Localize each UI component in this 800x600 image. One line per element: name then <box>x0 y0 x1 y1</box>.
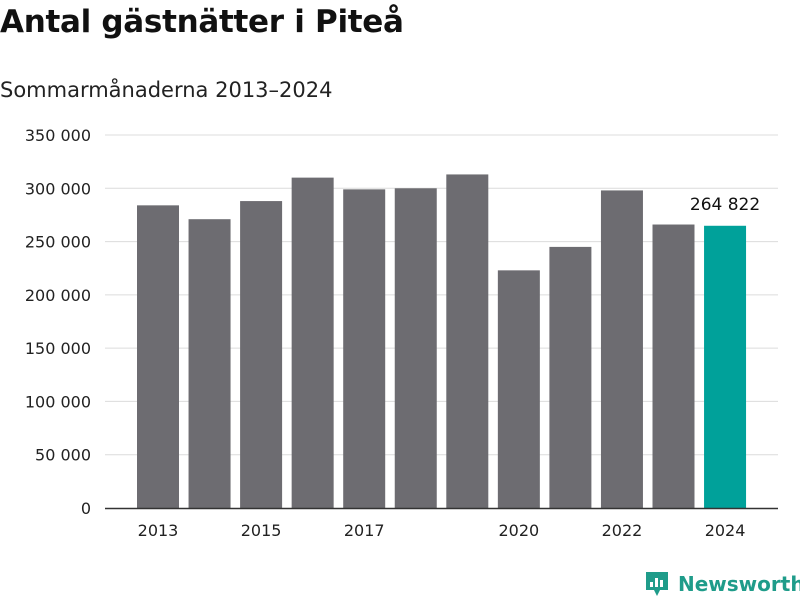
bar-2021 <box>549 246 592 508</box>
brand-logo: Newsworthy <box>644 570 800 598</box>
bar-2019 <box>446 174 489 508</box>
bar-2015 <box>240 201 283 508</box>
bar-chart: 0 50 000 100 000 150 000 200 000 250 000 300 0… <box>25 126 778 540</box>
y-tick-label: 250 000 <box>25 233 91 252</box>
chart-subtitle: Sommarmånaderna 2013–2024 <box>0 78 333 102</box>
y-tick-label: 350 000 <box>25 126 91 145</box>
brand-name: Newsworthy <box>678 572 800 596</box>
y-tick-label: 50 000 <box>35 446 91 465</box>
x-tick-label: 2024 <box>705 521 746 540</box>
y-tick-label: 100 000 <box>25 392 91 411</box>
data-label: 264 822 <box>690 195 760 215</box>
bar-2017 <box>343 189 386 508</box>
bar-2023 <box>652 224 695 508</box>
y-tick-label: 0 <box>81 499 91 518</box>
y-tick-label: 150 000 <box>25 339 91 358</box>
x-tick-label: 2020 <box>498 521 539 540</box>
bar-2013 <box>137 205 179 508</box>
bar-2014 <box>188 219 231 509</box>
x-tick-label: 2015 <box>241 521 282 540</box>
chart-title: Antal gästnätter i Piteå <box>0 4 404 40</box>
bar-2020 <box>497 270 540 508</box>
x-tick-label: 2022 <box>602 521 643 540</box>
newsworthy-logo-icon <box>646 572 668 596</box>
x-tick-label: 2017 <box>344 521 385 540</box>
y-tick-label: 200 000 <box>25 286 91 305</box>
bar-2024 <box>704 225 747 509</box>
y-tick-label: 300 000 <box>25 179 91 198</box>
bar-2016 <box>291 177 334 508</box>
bar-2022 <box>600 190 643 508</box>
x-tick-label: 2013 <box>138 521 179 540</box>
bar-2018 <box>394 188 437 509</box>
